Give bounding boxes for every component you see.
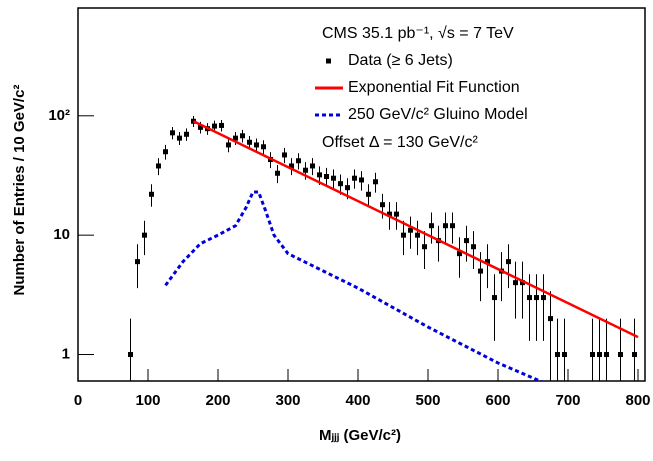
legend-marker (326, 58, 331, 64)
data-point (457, 251, 462, 257)
data-point (471, 244, 476, 250)
data-point (149, 191, 154, 197)
y-tick-label: 1 (62, 345, 70, 362)
legend-label: 250 GeV/c² Gluino Model (348, 106, 528, 123)
data-point (128, 352, 133, 358)
data-point (184, 131, 189, 137)
x-tick-label: 0 (74, 392, 82, 409)
data-point (289, 163, 294, 169)
data-point (156, 163, 161, 169)
data-point (163, 149, 168, 155)
x-tick-label: 600 (485, 392, 510, 409)
data-point (240, 133, 245, 139)
data-point (380, 202, 385, 208)
data-point (548, 316, 553, 322)
data-point (632, 352, 637, 358)
data-point (527, 295, 532, 301)
data-point (534, 295, 539, 301)
data-point (387, 211, 392, 217)
data-point (247, 139, 252, 145)
data-point (485, 259, 490, 265)
legend-label: Exponential Fit Function (348, 79, 520, 96)
data-point (422, 244, 427, 250)
annotation: Offset Δ = 130 GeV/c² (322, 134, 478, 151)
data-point (604, 352, 609, 358)
data-point (464, 238, 469, 244)
plot-area (128, 116, 639, 381)
data-point (296, 158, 301, 164)
data-point (303, 167, 308, 173)
x-tick-label: 200 (205, 392, 230, 409)
data-point (450, 223, 455, 229)
data-point (520, 280, 525, 286)
x-tick-label: 300 (275, 392, 300, 409)
annotation: CMS 35.1 pb⁻¹, √s = 7 TeV (322, 25, 514, 42)
y-tick-label: 10 (53, 226, 70, 243)
data-point (352, 175, 357, 181)
x-tick-label: 400 (345, 392, 370, 409)
data-point (366, 191, 371, 197)
data-point (478, 268, 483, 274)
data-point (282, 152, 287, 158)
data-point (408, 227, 413, 233)
data-point (317, 172, 322, 178)
data-point (198, 124, 203, 130)
data-point (562, 352, 567, 358)
data-point (212, 123, 217, 129)
data-point (590, 352, 595, 358)
data-point (226, 142, 231, 148)
x-tick-label: 700 (555, 392, 580, 409)
data-point (359, 177, 364, 183)
data-point (345, 185, 350, 191)
data-point (555, 352, 560, 358)
data-point (513, 280, 518, 286)
x-tick-label: 800 (625, 392, 650, 409)
data-point (597, 352, 602, 358)
data-point (275, 170, 280, 176)
data-point (338, 181, 343, 187)
x-tick-label: 500 (415, 392, 440, 409)
data-point (506, 259, 511, 265)
data-point (142, 232, 147, 238)
data-point (233, 135, 238, 141)
plot-frame (77, 7, 646, 382)
data-point (394, 211, 399, 217)
data-point (443, 223, 448, 229)
data-point (541, 295, 546, 301)
y-tick-label: 10² (48, 107, 70, 124)
data-point (254, 142, 259, 148)
data-point (415, 232, 420, 238)
data-point (324, 174, 329, 180)
line (192, 120, 639, 339)
line (164, 190, 545, 381)
data-point (331, 175, 336, 181)
data-point (170, 130, 175, 136)
data-point (401, 232, 406, 238)
data-point (429, 223, 434, 229)
x-axis-label: Mⱼⱼⱼ (GeV/c²) (319, 427, 401, 444)
data-point (373, 179, 378, 185)
data-point (177, 135, 182, 141)
data-point (219, 122, 224, 128)
y-axis-label: Number of Entries / 10 GeV/c² (11, 85, 28, 296)
data-point (492, 295, 497, 301)
legend-label: Data (≥ 6 Jets) (348, 52, 453, 69)
x-tick-label: 100 (135, 392, 160, 409)
data-point (135, 259, 140, 265)
data-point (310, 163, 315, 169)
data-point (261, 144, 266, 150)
data-point (618, 352, 623, 358)
